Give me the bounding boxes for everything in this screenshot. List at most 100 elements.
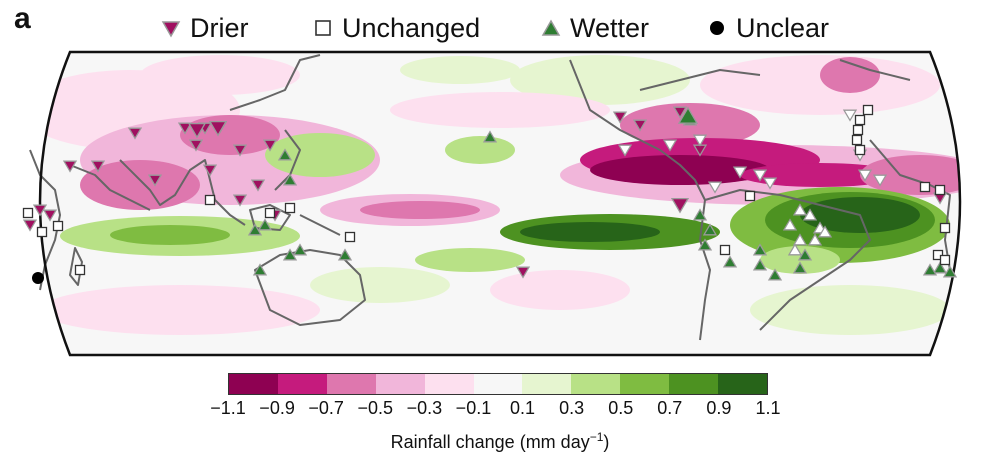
wetter-marker	[792, 261, 808, 274]
drier-marker	[662, 139, 678, 152]
unchanged-marker	[854, 114, 866, 126]
circle-icon	[710, 21, 724, 35]
wetter-marker	[277, 148, 293, 161]
colorbar-tick-label: −1.1	[210, 398, 246, 418]
unchanged-marker	[36, 226, 48, 238]
drier-marker	[187, 122, 207, 139]
down-triangle-icon	[161, 21, 181, 38]
drier-marker	[632, 119, 648, 132]
wetter-marker	[692, 208, 708, 221]
drier-marker	[232, 144, 248, 157]
wetter-marker	[677, 106, 699, 124]
colorbar-segment	[424, 374, 474, 394]
drier-marker	[857, 169, 873, 182]
unchanged-marker	[939, 222, 951, 234]
colorbar-segment	[718, 374, 767, 394]
unchanged-marker	[204, 194, 216, 206]
colorbar-tick-label: 1.1	[755, 398, 781, 418]
wetter-marker	[292, 243, 308, 256]
wetter-marker	[932, 261, 948, 274]
wetter-marker	[697, 238, 713, 251]
unchanged-marker	[744, 190, 756, 202]
drier-marker	[612, 111, 628, 124]
colorbar-segment	[326, 374, 376, 394]
drier-marker	[250, 179, 266, 192]
unchanged-marker	[284, 202, 296, 214]
drier-marker	[22, 219, 38, 232]
legend-item-unclear: Unclear	[706, 8, 829, 48]
colorbar-ticks: −1.1 −0.9 −0.7 −0.5 −0.3 −0.1 0.1 0.3 0.5 0.7 0.9 1…	[0, 398, 1000, 422]
colorbar-tick-label: 0.9	[706, 398, 732, 418]
wetter-marker	[922, 263, 938, 276]
wetter-marker	[337, 248, 353, 261]
colorbar-tick-label: 0.5	[608, 398, 634, 418]
wetter-marker	[787, 243, 803, 256]
colorbar-segment	[375, 374, 425, 394]
colorbar-segment	[522, 374, 572, 394]
drier-marker	[872, 174, 888, 187]
colorbar-title-end: )	[603, 432, 610, 452]
drier-marker	[672, 106, 688, 119]
drier-marker	[32, 204, 48, 217]
drier-marker	[208, 120, 228, 137]
drier-marker	[842, 109, 858, 122]
drier-marker	[762, 177, 778, 190]
wetter-marker	[722, 255, 738, 268]
drier-marker	[752, 169, 768, 182]
legend-item-wetter: Wetter	[540, 8, 649, 48]
legend-label-unchanged: Unchanged	[342, 12, 481, 43]
drier-marker	[707, 181, 723, 194]
drier-marker	[177, 122, 193, 135]
drier-marker	[202, 164, 218, 177]
colorbar-tick-label: 0.7	[657, 398, 683, 418]
drier-marker	[262, 139, 278, 152]
wetter-marker	[282, 248, 298, 261]
colorbar-segment	[669, 374, 719, 394]
unchanged-marker	[852, 124, 864, 136]
unchanged-marker	[854, 144, 866, 156]
unclear-marker	[32, 272, 44, 284]
colorbar-tick-label: −0.1	[455, 398, 492, 418]
legend-item-unchanged: Unchanged	[312, 8, 480, 48]
colorbar-segment	[229, 374, 278, 394]
wetter-marker	[782, 218, 798, 231]
wetter-marker	[817, 225, 833, 238]
unchanged-marker	[851, 134, 863, 146]
drier-marker	[62, 160, 78, 173]
unchanged-marker	[22, 207, 34, 219]
legend-label-unclear: Unclear	[736, 12, 830, 43]
square-icon	[315, 20, 331, 36]
unchanged-marker	[264, 207, 276, 219]
colorbar-title-sup: −1	[589, 430, 604, 444]
colorbar-segment	[620, 374, 670, 394]
drier-marker	[732, 166, 748, 179]
wetter-marker	[752, 258, 768, 271]
up-triangle-icon	[541, 19, 561, 36]
unchanged-marker	[862, 104, 874, 116]
wetter-marker	[752, 243, 768, 256]
colorbar-segment	[571, 374, 621, 394]
coastlines	[29, 54, 951, 341]
colorbar-tick-label: 0.3	[559, 398, 585, 418]
wetter-marker	[792, 203, 808, 216]
legend-item-drier: Drier	[160, 8, 249, 48]
drier-marker	[617, 144, 633, 157]
drier-marker	[515, 266, 531, 279]
colorbar-tick-label: −0.7	[308, 398, 344, 418]
unchanged-marker	[74, 264, 86, 276]
wetter-marker	[702, 223, 718, 236]
panel-label: a	[14, 2, 31, 35]
unchanged-marker	[719, 244, 731, 256]
drier-marker	[42, 209, 58, 222]
drier-marker	[90, 160, 106, 173]
colorbar-tick-label: 0.1	[510, 398, 536, 418]
map-frame	[38, 50, 962, 357]
wetter-marker	[247, 223, 263, 236]
unchanged-marker	[939, 254, 951, 266]
wetter-marker	[807, 233, 823, 246]
wetter-marker	[797, 248, 813, 261]
legend-label-drier: Drier	[190, 12, 249, 43]
colorbar	[228, 373, 768, 395]
colorbar-title-text: Rainfall change (mm day	[390, 432, 590, 452]
